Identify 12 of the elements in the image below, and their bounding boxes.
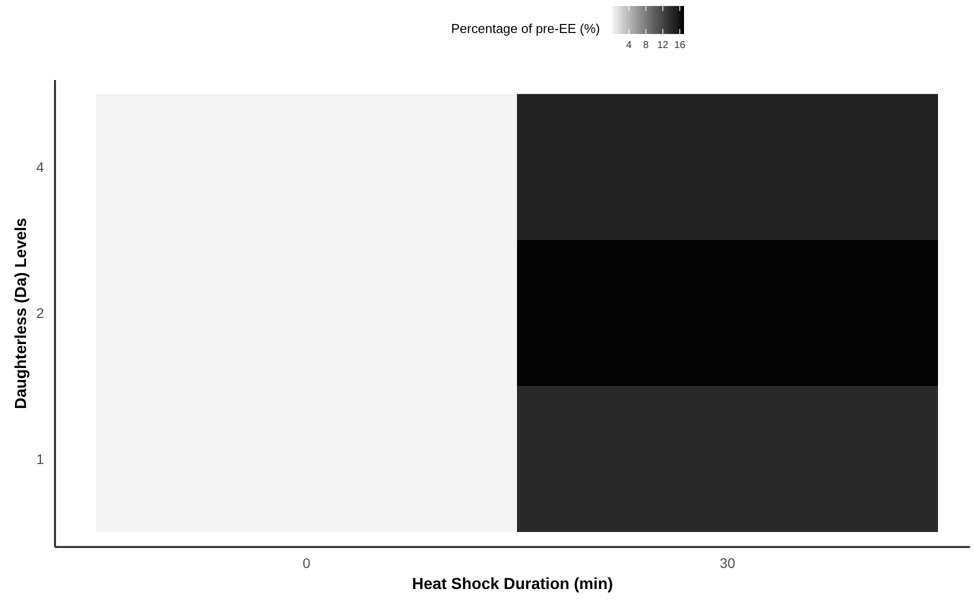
y-axis-title: Daughterless (Da) Levels [13,218,30,410]
color-bar-label: 16 [674,40,686,51]
color-bar-label: 8 [643,40,650,51]
x-tick-label: 30 [720,555,736,571]
x-tick-label: 0 [302,555,311,571]
y-tick-label: 1 [36,451,44,467]
y-tick-label: 2 [36,305,44,321]
color-bar-label: 4 [626,40,632,51]
color-bar-label: 12 [657,40,669,51]
y-tick-label: 4 [36,159,44,175]
x-axis-title: Heat Shock Duration (min) [412,576,613,593]
color-bar-title: Percentage of pre-EE (%) [451,21,600,36]
